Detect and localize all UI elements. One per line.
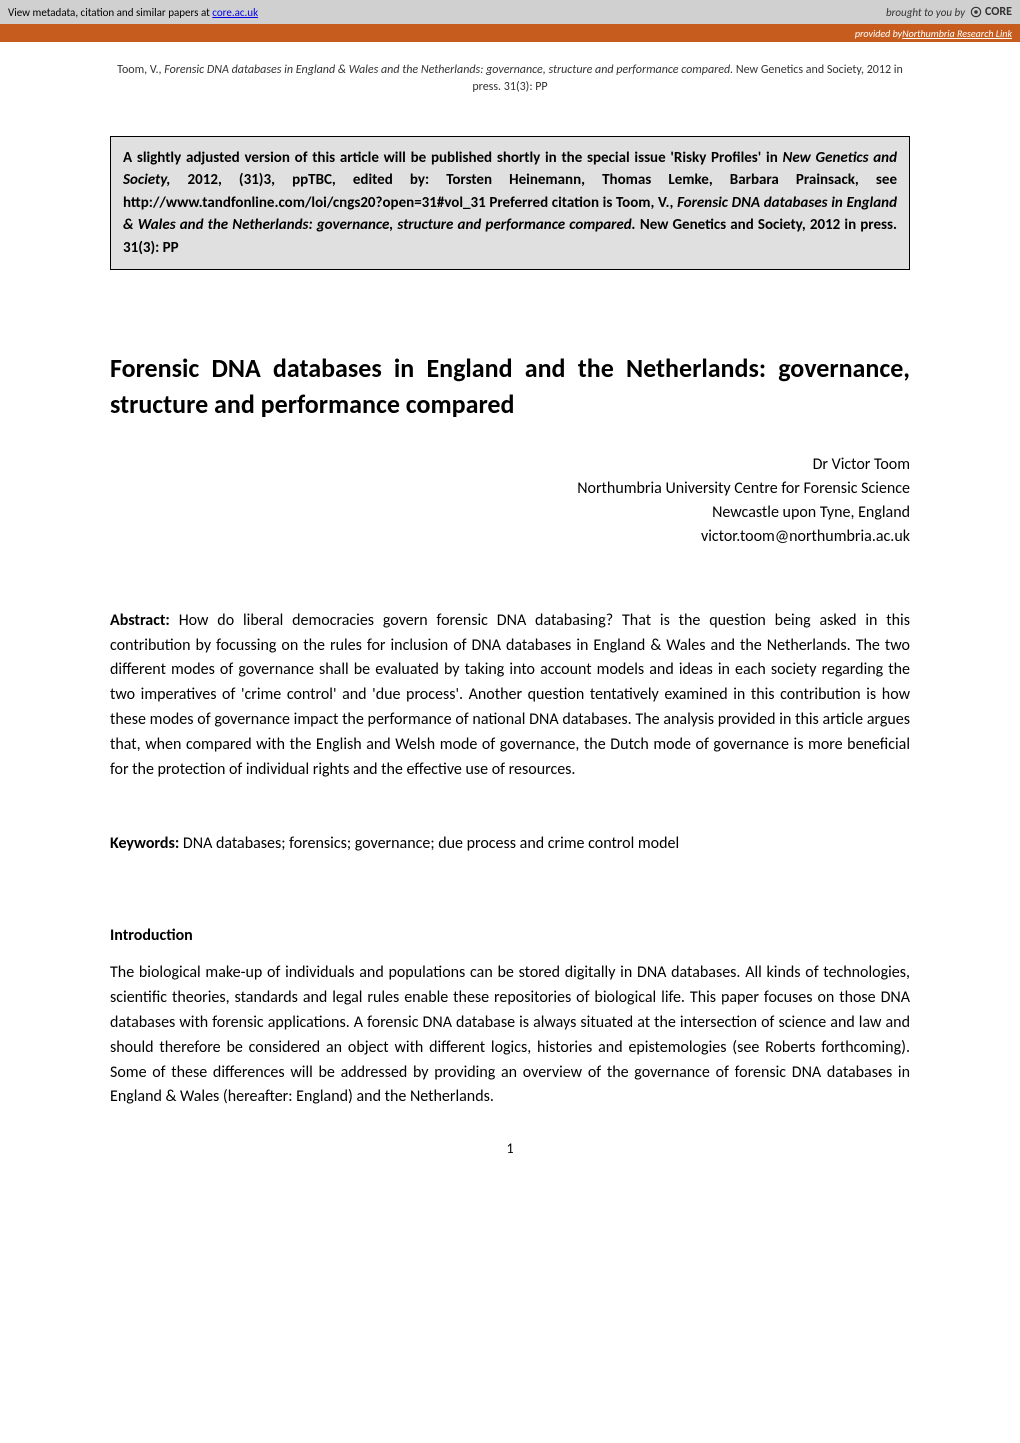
- keywords-text: DNA databases; forensics; governance; du…: [183, 834, 679, 853]
- author-block: Dr Victor Toom Northumbria University Ce…: [110, 453, 910, 549]
- notice-part1: A slightly adjusted version of this arti…: [123, 149, 783, 167]
- brought-by-text: brought to you by: [886, 6, 965, 19]
- core-link[interactable]: core.ac.uk: [212, 6, 258, 19]
- running-header: Toom, V., Forensic DNA databases in Engl…: [110, 62, 910, 96]
- author-city: Newcastle upon Tyne, England: [110, 501, 910, 525]
- provider-prefix: provided by: [855, 27, 902, 40]
- introduction-paragraph: The biological make-up of individuals an…: [110, 961, 910, 1110]
- introduction-heading: Introduction: [110, 926, 910, 945]
- page-number: 1: [110, 1140, 910, 1157]
- keywords: Keywords: DNA databases; forensics; gove…: [110, 832, 910, 856]
- author-affiliation: Northumbria University Centre for Forens…: [110, 477, 910, 501]
- abstract-text: How do liberal democracies govern forens…: [110, 611, 910, 779]
- metadata-left: View metadata, citation and similar pape…: [8, 6, 258, 19]
- core-icon: [969, 5, 983, 19]
- author-email: victor.toom@northumbria.ac.uk: [110, 525, 910, 549]
- abstract-label: Abstract:: [110, 611, 179, 630]
- provider-link[interactable]: Northumbria Research Link: [902, 27, 1012, 40]
- page-content: Toom, V., Forensic DNA databases in Engl…: [0, 42, 1020, 1197]
- header-title: Forensic DNA databases in England & Wale…: [164, 63, 733, 77]
- core-logo[interactable]: CORE: [969, 5, 1012, 19]
- paper-title: Forensic DNA databases in England and th…: [110, 350, 910, 423]
- header-author: Toom, V.,: [117, 63, 164, 77]
- metadata-top-bar: View metadata, citation and similar pape…: [0, 0, 1020, 24]
- provider-bar: provided by Northumbria Research Link: [0, 24, 1020, 42]
- abstract: Abstract: How do liberal democracies gov…: [110, 609, 910, 783]
- metadata-right: brought to you by CORE: [886, 5, 1012, 19]
- publication-notice: A slightly adjusted version of this arti…: [110, 136, 910, 271]
- keywords-label: Keywords:: [110, 834, 183, 853]
- metadata-prefix: View metadata, citation and similar pape…: [8, 6, 212, 19]
- author-name: Dr Victor Toom: [110, 453, 910, 477]
- core-text: CORE: [985, 5, 1012, 19]
